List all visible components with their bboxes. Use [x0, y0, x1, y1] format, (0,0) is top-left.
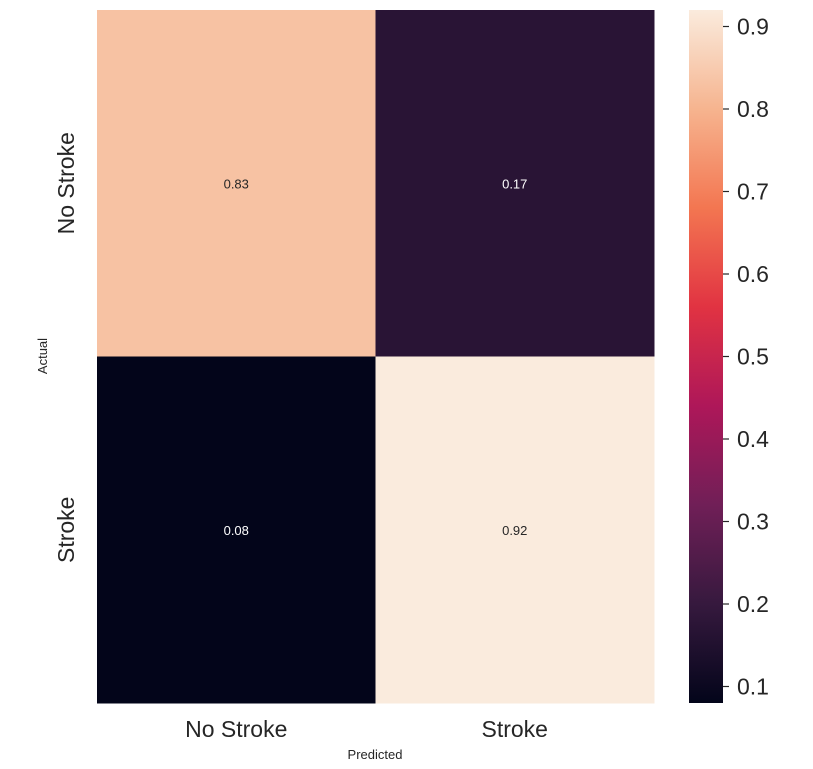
y-axis-label: Actual	[35, 338, 50, 374]
heatmap-cells	[97, 10, 655, 704]
heatmap-cell-labels: 0.83 0.17 0.08 0.92	[224, 176, 528, 538]
colorbar	[689, 10, 723, 703]
colorbar-tick-label: 0.8	[737, 96, 769, 122]
cell-value-label: 0.17	[502, 176, 527, 191]
cell-value-label: 0.83	[224, 176, 249, 191]
colorbar-tick-label: 0.9	[737, 14, 769, 40]
x-tick-labels: No Stroke Stroke	[185, 716, 548, 742]
colorbar-tick-label: 0.4	[737, 426, 769, 452]
heatmap-cell	[97, 10, 376, 357]
colorbar-tick-label: 0.2	[737, 591, 769, 617]
y-tick-label: No Stroke	[53, 132, 79, 234]
colorbar-tick-label: 0.7	[737, 179, 769, 205]
x-axis-label: Predicted	[348, 747, 403, 762]
x-tick-label: No Stroke	[185, 716, 287, 742]
cell-value-label: 0.92	[502, 523, 527, 538]
x-tick-label: Stroke	[482, 716, 548, 742]
colorbar-tick-label: 0.1	[737, 674, 769, 700]
heatmap-cell	[375, 356, 655, 704]
heatmap-cell	[375, 10, 655, 357]
colorbar-tick-label: 0.3	[737, 509, 769, 535]
colorbar-tick-label: 0.6	[737, 261, 769, 287]
heatmap-cell	[97, 356, 376, 704]
colorbar-tick-label: 0.5	[737, 344, 769, 370]
colorbar-ticks: 0.1 0.2 0.3 0.4 0.5 0.6 0.7 0.8 0.9	[723, 14, 769, 700]
y-tick-labels: No Stroke Stroke	[53, 132, 79, 563]
y-tick-label: Stroke	[53, 497, 79, 563]
cell-value-label: 0.08	[224, 523, 249, 538]
